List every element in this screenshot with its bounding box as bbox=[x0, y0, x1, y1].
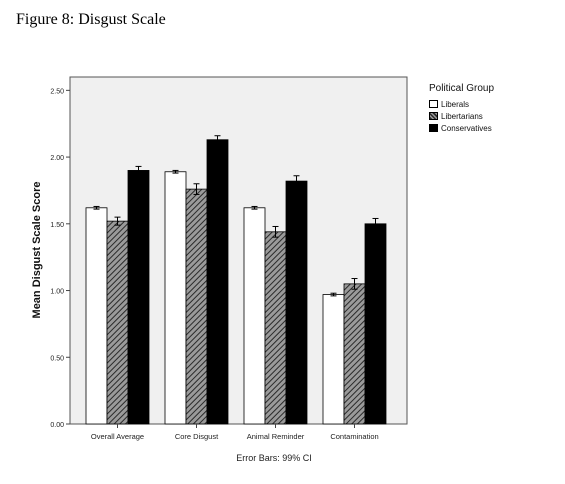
bar-liberals bbox=[164, 171, 187, 425]
y-tick-label: 0.00 bbox=[50, 422, 64, 429]
legend-item-libertarians: Libertarians bbox=[429, 110, 494, 122]
bar-libertarians bbox=[343, 283, 366, 425]
y-tick-label: 2.00 bbox=[50, 155, 64, 162]
legend-label-libertarians: Libertarians bbox=[441, 111, 483, 121]
y-axis: 0.00 0.50 1.00 1.50 2.00 2.50 bbox=[50, 88, 70, 429]
y-tick-label: 2.50 bbox=[50, 88, 64, 95]
y-tick-label: 0.50 bbox=[50, 355, 64, 362]
y-axis-label: Mean Disgust Scale Score bbox=[31, 182, 43, 319]
bars-group bbox=[85, 135, 387, 425]
bar-liberals bbox=[243, 207, 266, 425]
legend-label-conservatives: Conservatives bbox=[441, 123, 492, 133]
legend-title: Political Group bbox=[429, 83, 495, 94]
legend-label-liberals: Liberals bbox=[441, 99, 470, 109]
bar-libertarians bbox=[264, 231, 287, 425]
bar-liberals bbox=[85, 207, 108, 425]
x-axis: Overall Average Core Disgust Animal Remind… bbox=[91, 424, 379, 441]
legend-swatch-conservatives bbox=[429, 124, 438, 132]
legend-item-liberals: Liberals bbox=[429, 98, 494, 110]
legend-swatch-libertarians bbox=[429, 112, 438, 120]
bar-conservatives bbox=[206, 139, 229, 425]
x-tick-label: Core Disgust bbox=[175, 432, 219, 441]
y-tick-label: 1.50 bbox=[50, 222, 64, 229]
x-tick-label: Animal Reminder bbox=[247, 432, 305, 441]
bar-libertarians bbox=[106, 220, 129, 425]
x-tick-label: Contamination bbox=[330, 432, 378, 441]
legend-swatch-liberals bbox=[429, 100, 438, 108]
bar-conservatives bbox=[285, 180, 308, 425]
x-tick-label: Overall Average bbox=[91, 432, 144, 441]
y-tick-label: 1.00 bbox=[50, 289, 64, 296]
bar-libertarians bbox=[185, 188, 208, 425]
error-bars-note: Error Bars: 99% CI bbox=[236, 453, 312, 463]
legend: Political Group Liberals Libertarians Co… bbox=[429, 83, 494, 134]
bar-liberals bbox=[322, 294, 345, 425]
bar-conservatives bbox=[364, 223, 387, 425]
bar-conservatives bbox=[127, 170, 150, 425]
legend-item-conservatives: Conservatives bbox=[429, 122, 494, 134]
figure-title: Figure 8: Disgust Scale bbox=[16, 11, 166, 28]
